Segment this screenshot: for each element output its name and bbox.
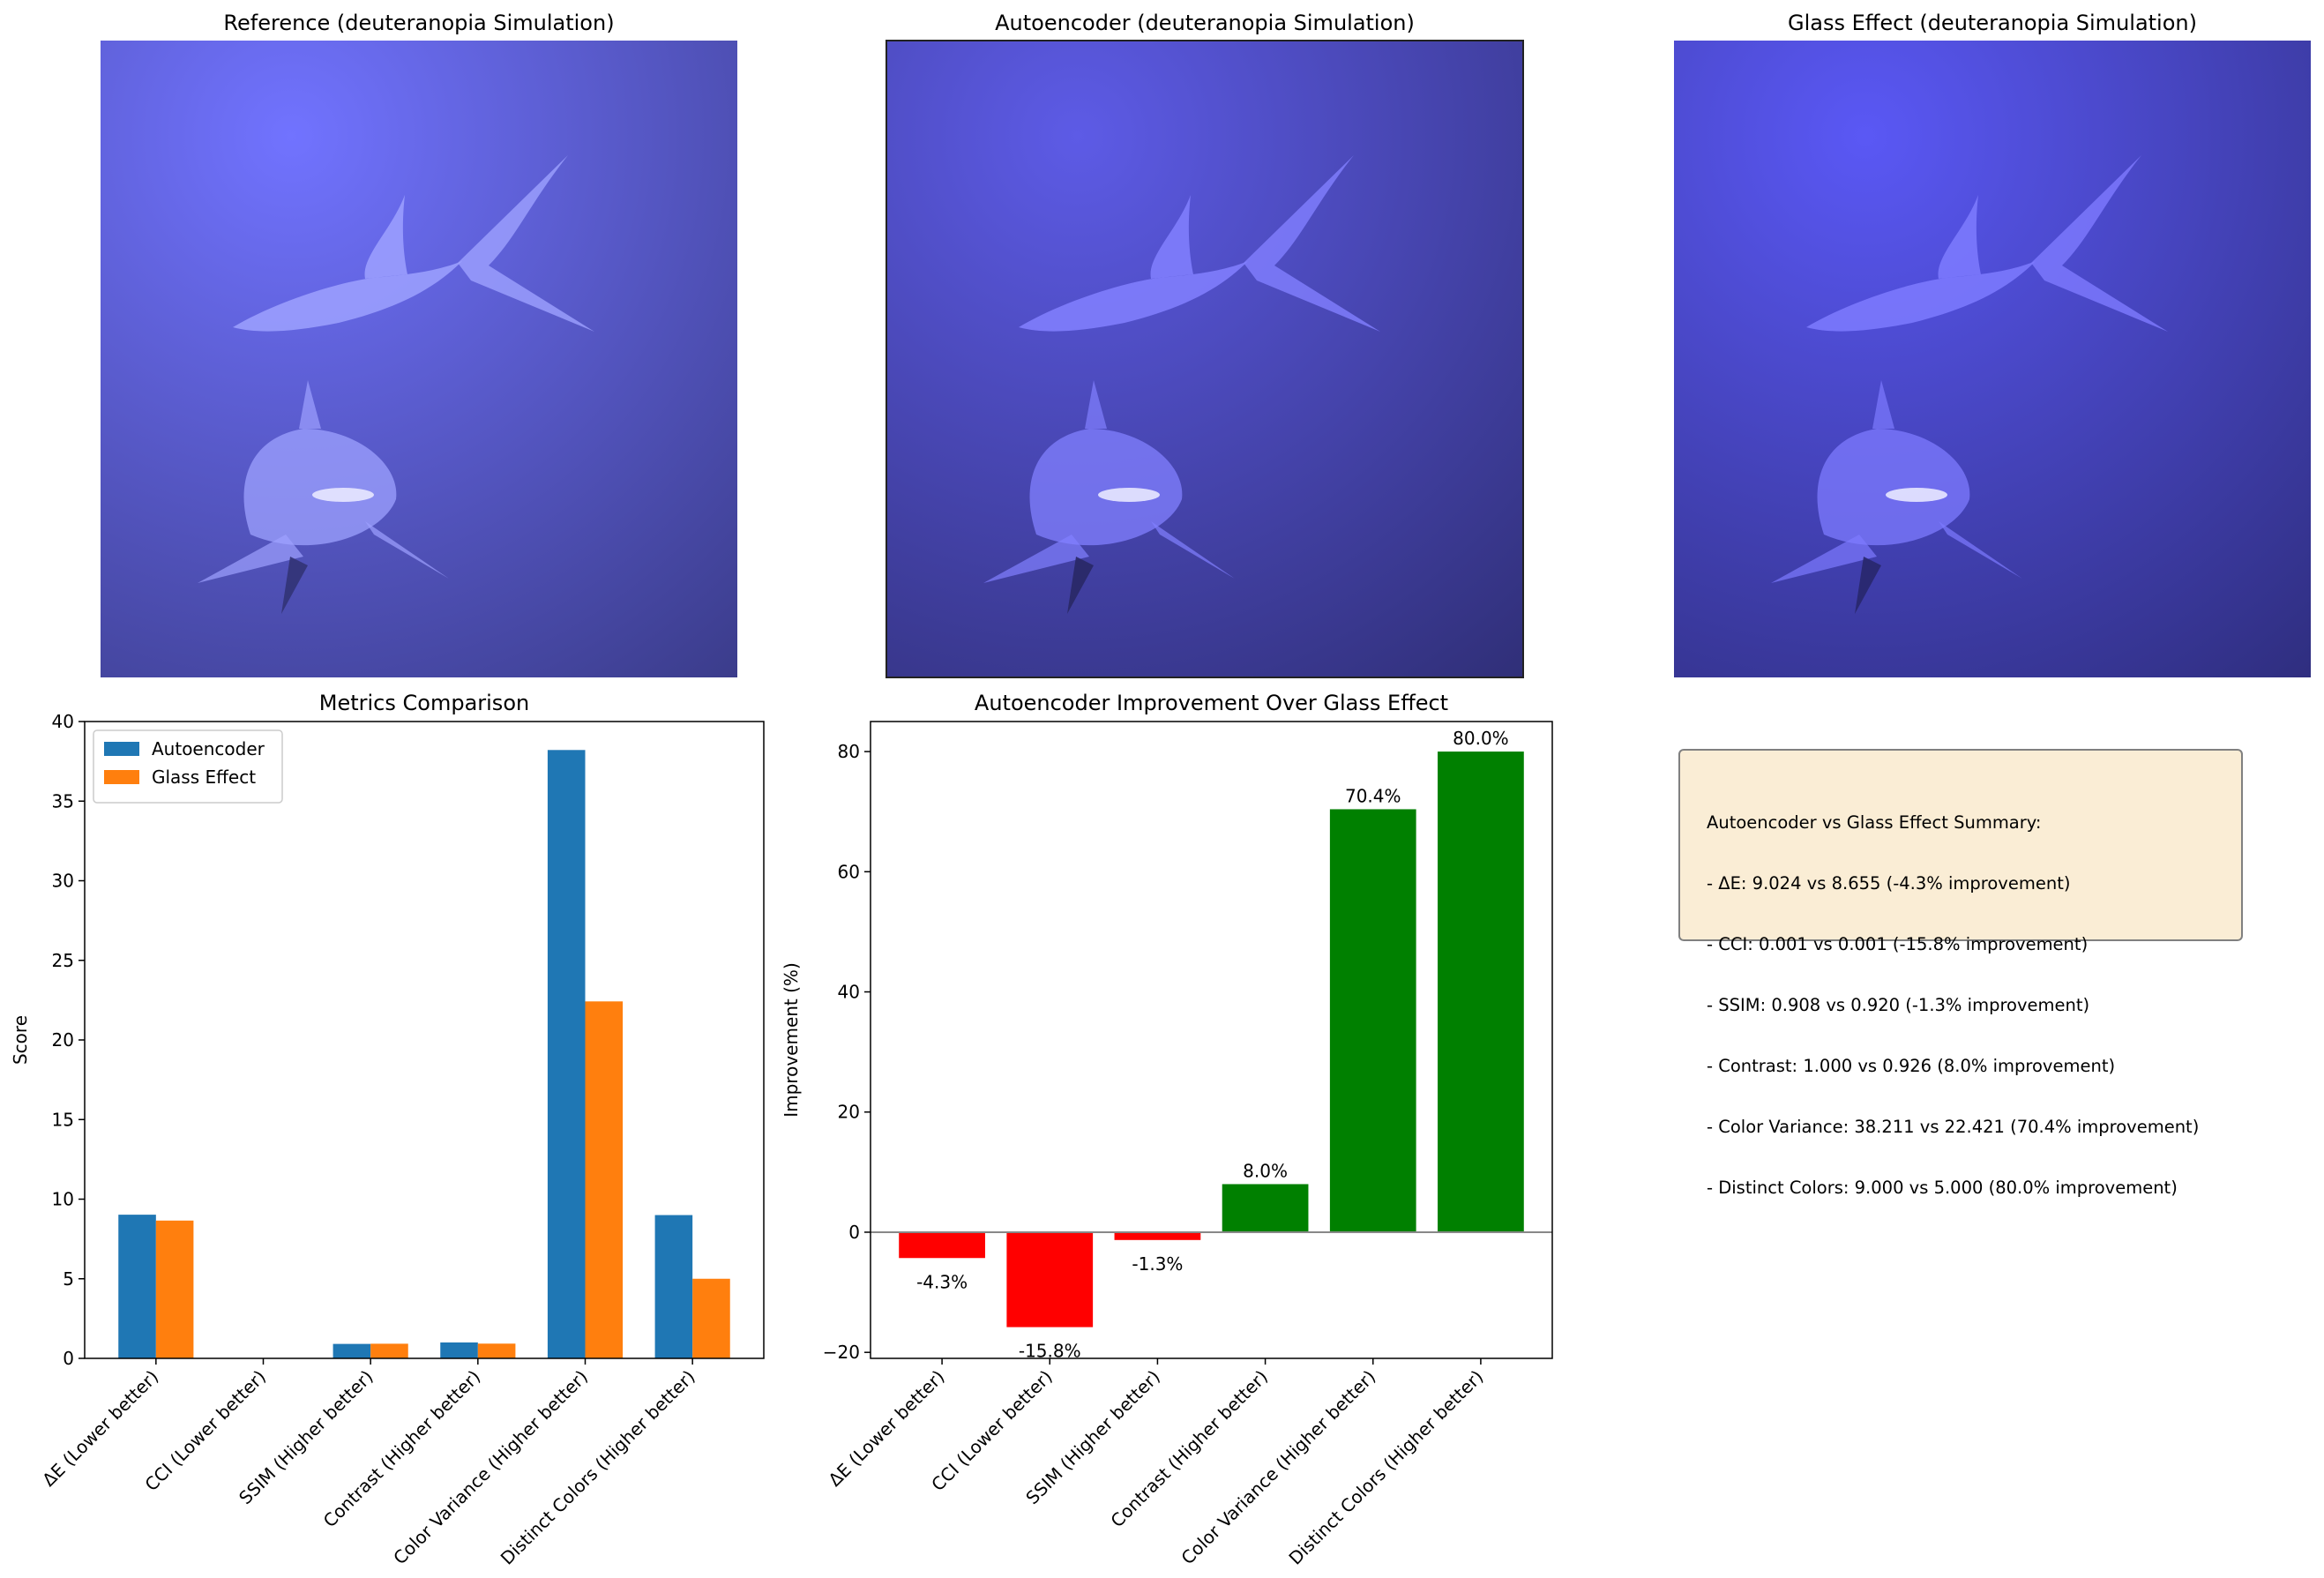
shark-lower-fin <box>1151 521 1235 579</box>
y-tick-label: 60 <box>838 861 860 882</box>
bar-value-label: -4.3% <box>916 1271 968 1292</box>
shark-lower <box>1817 429 1970 546</box>
y-tick-label: −20 <box>823 1342 860 1363</box>
bar-value-label: 8.0% <box>1243 1160 1288 1181</box>
bar-negative <box>899 1231 985 1259</box>
x-tick-label: Color Variance (Higher better) <box>389 1366 592 1569</box>
legend-label: Autoencoder <box>152 738 265 759</box>
shark-upper-fin <box>364 195 407 279</box>
bar-glass-effect <box>370 1343 408 1358</box>
shark-lower-tail <box>281 557 308 614</box>
bar-positive <box>1438 752 1524 1232</box>
y-tick-label: 30 <box>52 871 74 892</box>
shark-upper <box>233 261 462 332</box>
bar-autoencoder <box>547 750 586 1358</box>
legend-swatch <box>104 770 139 784</box>
y-tick-label: 35 <box>52 790 74 811</box>
bar-autoencoder <box>333 1343 371 1358</box>
y-tick-label: 20 <box>838 1102 860 1123</box>
axes-frame <box>84 721 765 1359</box>
shark-upper-tail <box>458 155 594 332</box>
y-tick-label: 80 <box>838 741 860 762</box>
y-tick-label: 5 <box>63 1268 74 1290</box>
shark-lower-dorsal <box>1872 380 1894 429</box>
shark-lower-dorsal <box>299 380 321 429</box>
y-tick-label: 40 <box>838 982 860 1003</box>
bar-negative <box>1006 1231 1094 1327</box>
shark-lower-tail <box>1855 557 1881 614</box>
bar-negative <box>1114 1231 1201 1240</box>
shark-lower-mouth <box>1098 488 1160 502</box>
shark-lower-fin <box>1771 535 1877 583</box>
summary-line: - CCI: 0.001 vs 0.001 (-15.8% improvemen… <box>1707 934 2089 954</box>
y-tick-label: 25 <box>52 950 74 971</box>
y-tick-label: 15 <box>52 1109 74 1130</box>
shark-lower-mouth <box>1886 488 1947 502</box>
bar-value-label: 80.0% <box>1453 728 1509 749</box>
bar-positive <box>1329 809 1416 1232</box>
shark-upper-fin <box>1150 195 1193 279</box>
bar-glass-effect <box>692 1278 730 1358</box>
chart-title: Autoencoder Improvement Over Glass Effec… <box>975 691 1448 715</box>
bar-glass-effect <box>477 1343 516 1358</box>
y-tick-label: 0 <box>63 1348 74 1369</box>
panel-title: Reference (deuteranopia Simulation) <box>223 11 614 35</box>
shark-lower-fin <box>365 521 449 579</box>
underwater-image <box>101 41 737 677</box>
shark-lower-dorsal <box>1085 380 1107 429</box>
shark-lower-mouth <box>312 488 374 502</box>
y-tick-label: 20 <box>52 1029 74 1051</box>
panel-title: Glass Effect (deuteranopia Simulation) <box>1788 11 2197 35</box>
summary-line: - ΔE: 9.024 vs 8.655 (-4.3% improvement) <box>1707 873 2071 894</box>
shark-upper <box>1019 261 1248 332</box>
bar-glass-effect <box>585 1001 624 1358</box>
underwater-image <box>1674 41 2311 677</box>
bar-autoencoder <box>440 1342 478 1358</box>
shark-lower-fin <box>1939 521 2022 579</box>
summary-line: Autoencoder vs Glass Effect Summary: <box>1707 812 2042 833</box>
summary-line: - Distinct Colors: 9.000 vs 5.000 (80.0%… <box>1707 1178 2178 1198</box>
bar-glass-effect <box>155 1220 194 1358</box>
legend-label: Glass Effect <box>152 767 256 788</box>
shark-lower-fin <box>983 535 1089 583</box>
bar-autoencoder <box>654 1215 693 1358</box>
y-tick-label: 0 <box>848 1222 860 1243</box>
y-axis-label: Score <box>10 1015 31 1065</box>
bar-positive <box>1222 1184 1309 1232</box>
y-tick-label: 40 <box>52 711 74 732</box>
summary-line: - SSIM: 0.908 vs 0.920 (-1.3% improvemen… <box>1707 995 2090 1015</box>
bar-value-label: 70.4% <box>1345 785 1401 806</box>
shark-upper <box>1806 261 2036 332</box>
x-tick-label: ΔE (Lower better) <box>824 1366 948 1491</box>
shark-lower <box>1029 429 1183 546</box>
shark-upper-tail <box>1244 155 1380 332</box>
y-axis-label: Improvement (%) <box>781 962 802 1118</box>
legend-swatch <box>104 742 139 756</box>
bar-autoencoder <box>118 1215 156 1358</box>
axes-frame <box>870 721 1553 1359</box>
x-tick-label: CCI (Lower better) <box>140 1366 270 1496</box>
shark-lower-tail <box>1067 557 1094 614</box>
panel-title: Autoencoder (deuteranopia Simulation) <box>995 11 1415 35</box>
summary-box: Autoencoder vs Glass Effect Summary: - Δ… <box>1678 749 2243 1198</box>
x-tick-label: ΔE (Lower better) <box>38 1366 162 1491</box>
bar-value-label: -1.3% <box>1132 1253 1183 1275</box>
y-tick-label: 10 <box>52 1189 74 1210</box>
underwater-image <box>886 40 1524 678</box>
shark-lower-fin <box>198 535 303 583</box>
summary-line: - Contrast: 1.000 vs 0.926 (8.0% improve… <box>1707 1056 2116 1076</box>
shark-upper-fin <box>1938 195 1981 279</box>
x-tick-label: Distinct Colors (Higher better) <box>1284 1366 1487 1569</box>
summary-line: - Color Variance: 38.211 vs 22.421 (70.4… <box>1707 1117 2200 1137</box>
x-tick-label: Distinct Colors (Higher better) <box>497 1366 699 1569</box>
x-tick-label: CCI (Lower better) <box>927 1366 1057 1496</box>
x-tick-label: Color Variance (Higher better) <box>1177 1366 1379 1569</box>
shark-lower <box>243 429 397 546</box>
legend-box <box>93 729 283 804</box>
chart-title: Metrics Comparison <box>319 691 529 715</box>
shark-upper-tail <box>2031 155 2168 332</box>
